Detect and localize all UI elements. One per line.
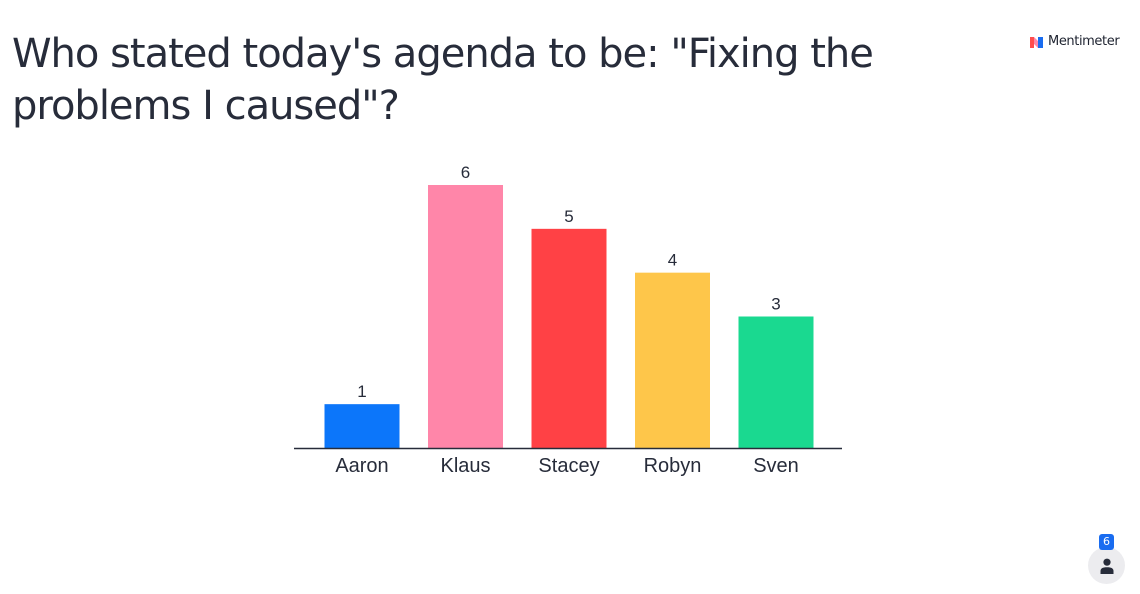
value-label-stacey: 5 — [564, 207, 573, 226]
question-title: Who stated today's agenda to be: "Fixing… — [12, 31, 874, 129]
value-label-sven: 3 — [771, 295, 780, 314]
category-label-klaus: Klaus — [440, 455, 490, 477]
brand: Mentimeter — [1030, 34, 1120, 49]
bar-aaron — [324, 404, 400, 448]
mentimeter-logo-icon — [1030, 36, 1043, 48]
category-label-aaron: Aaron — [335, 455, 388, 477]
participant-count-badge: 6 — [1099, 534, 1114, 550]
value-label-robyn: 4 — [668, 251, 677, 270]
category-label-stacey: Stacey — [538, 455, 599, 477]
value-label-klaus: 6 — [461, 163, 470, 182]
results-bar-chart: 1 Aaron 6 Klaus 5 Stacey 4 Robyn 3 Sven — [294, 163, 842, 477]
bar-sven — [738, 316, 814, 448]
value-label-aaron: 1 — [357, 382, 366, 401]
bar-robyn — [635, 272, 710, 448]
bar-stacey — [531, 228, 607, 448]
participants-button[interactable] — [1088, 547, 1125, 584]
bar-klaus — [428, 185, 503, 448]
person-icon — [1100, 558, 1113, 574]
category-label-sven: Sven — [753, 455, 799, 477]
brand-name: Mentimeter — [1048, 34, 1120, 49]
category-label-robyn: Robyn — [644, 455, 702, 477]
participant-counter[interactable]: 6 — [1088, 534, 1128, 584]
